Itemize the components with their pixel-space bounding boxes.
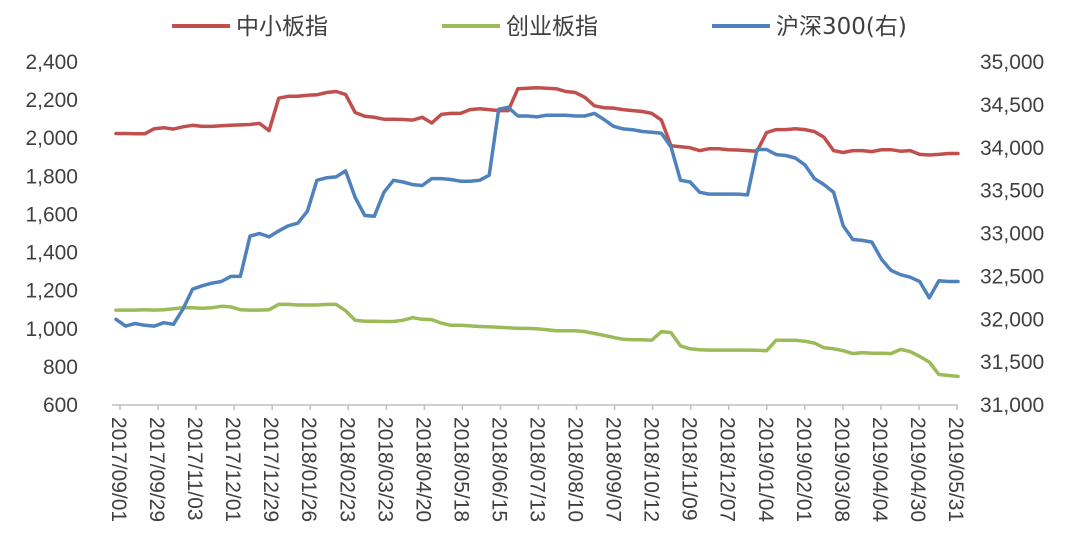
x-tick-label: 2017/11/03: [183, 417, 206, 521]
y-right-tick-label: 35,000: [980, 51, 1044, 74]
y-left-tick-label: 2,200: [25, 89, 78, 112]
y-left-tick-label: 800: [43, 356, 78, 379]
legend-label-1: 创业板指: [506, 14, 598, 40]
x-tick-label: 2019/02/01: [792, 417, 815, 522]
x-tick-label: 2017/09/29: [145, 417, 168, 522]
y-left-tick-label: 2,400: [25, 51, 78, 74]
y-right-tick-label: 33,000: [980, 223, 1044, 246]
series-line-0: [114, 85, 960, 157]
x-tick-label: 2018/10/12: [640, 417, 663, 522]
y-left-tick-label: 1,800: [25, 165, 78, 188]
legend-label-2: 沪深300(右): [776, 14, 907, 40]
y-right-tick-label: 31,500: [980, 351, 1044, 374]
x-tick-label: 2018/04/20: [411, 417, 434, 522]
x-tick-label: 2019/01/04: [754, 417, 777, 522]
series-lines: [114, 85, 960, 379]
x-tick-label: 2018/02/23: [335, 417, 358, 522]
x-axis-ticks: 2017/09/01 2017/09/29 2017/11/03 2017/12/01…: [107, 405, 967, 522]
y-left-tick-label: 1,000: [25, 318, 78, 341]
y-right-tick-label: 31,000: [980, 394, 1044, 417]
series-line-1: [114, 302, 960, 379]
x-tick-label: 2017/12/29: [259, 417, 282, 522]
y-left-tick-label: 1,600: [25, 203, 78, 226]
y-right-tick-label: 33,500: [980, 180, 1044, 203]
y-left-tick-label: 2,000: [25, 127, 78, 150]
y-right-tick-label: 32,000: [980, 308, 1044, 331]
legend-label-0: 中小板指: [236, 14, 328, 40]
x-tick-label: 2018/07/13: [526, 417, 549, 522]
legend: 中小板指 创业板指 沪深300(右): [172, 14, 907, 40]
y-left-tick-label: 1,400: [25, 242, 78, 265]
x-tick-label: 2019/03/08: [830, 417, 853, 522]
x-tick-label: 2019/04/04: [868, 417, 891, 522]
x-tick-label: 2018/06/15: [487, 417, 510, 522]
x-tick-label: 2018/08/10: [564, 417, 587, 522]
x-tick-label: 2017/09/01: [107, 417, 130, 522]
series-line-2: [114, 105, 960, 328]
x-tick-label: 2018/05/18: [449, 417, 472, 522]
x-tick-label: 2017/12/01: [221, 417, 244, 522]
right-axis-ticks: 31,000 31,500 32,000 32,500 33,000 33,500 34,0…: [980, 51, 1044, 417]
x-tick-label: 2018/03/23: [373, 417, 396, 522]
y-right-tick-label: 32,500: [980, 265, 1044, 288]
x-tick-label: 2018/09/07: [602, 417, 625, 522]
y-right-tick-label: 34,000: [980, 137, 1044, 160]
y-left-tick-label: 600: [43, 394, 78, 417]
y-left-tick-label: 1,200: [25, 280, 78, 303]
left-axis-ticks: 600 800 1,000 1,200 1,400 1,600 1,800 2,000 2,20…: [25, 51, 78, 417]
x-tick-label: 2019/05/31: [944, 417, 967, 522]
y-right-tick-label: 34,500: [980, 94, 1044, 117]
x-tick-label: 2018/01/26: [297, 417, 320, 522]
x-tick-label: 2018/12/07: [716, 417, 739, 522]
x-tick-label: 2018/11/09: [678, 417, 701, 521]
x-tick-label: 2019/04/30: [906, 417, 929, 522]
